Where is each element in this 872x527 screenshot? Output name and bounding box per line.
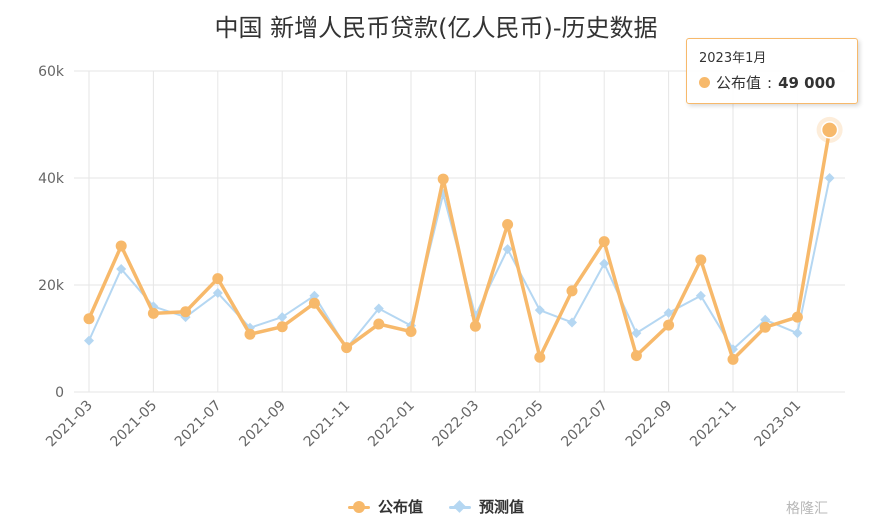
point-published <box>566 285 578 297</box>
point-published <box>147 307 159 319</box>
legend-swatch-forecast <box>449 499 471 515</box>
point-published <box>115 240 127 252</box>
x-tick-label: 2023-01 <box>752 398 805 451</box>
x-tick-label: 2022-05 <box>494 398 547 451</box>
point-published <box>598 236 610 248</box>
point-forecast <box>631 328 642 339</box>
point-published <box>727 353 739 365</box>
x-tick-label: 2022-03 <box>430 398 483 451</box>
x-tick-label: 2022-07 <box>558 398 611 451</box>
point-forecast <box>116 263 127 274</box>
legend-label-published: 公布值 <box>377 498 423 516</box>
point-published <box>630 350 642 362</box>
point-published <box>695 254 707 266</box>
data-tooltip: 2023年1月 公布值: 49 000 <box>686 38 858 104</box>
legend-item-forecast[interactable]: 预测值 <box>449 496 524 517</box>
point-published <box>212 273 224 285</box>
tooltip-value: 49 000 <box>778 73 836 92</box>
chart-title: 中国 新增人民币贷款(亿人民币)-历史数据 <box>214 14 658 42</box>
watermark-logo: 格隆汇 <box>786 501 828 517</box>
tooltip-date: 2023年1月 <box>699 51 767 66</box>
series-layer <box>83 116 843 365</box>
point-published <box>405 326 417 338</box>
point-forecast <box>309 290 320 301</box>
x-tick-label: 2021-09 <box>236 398 289 451</box>
x-tick-label: 2021-11 <box>301 398 354 451</box>
series-line-forecast <box>88 177 831 351</box>
tooltip-colon: : <box>767 73 773 92</box>
y-tick-label: 60k <box>38 64 65 80</box>
point-forecast <box>567 317 577 328</box>
point-forecast <box>277 312 288 323</box>
point-forecast <box>792 328 803 339</box>
point-forecast <box>824 173 835 183</box>
point-forecast <box>599 258 610 269</box>
hover-point <box>820 121 839 139</box>
x-tick-label: 2022-09 <box>623 398 676 451</box>
point-forecast <box>695 290 706 301</box>
y-tick-label: 0 <box>55 385 64 401</box>
tooltip-series-dot <box>699 77 710 88</box>
point-forecast <box>373 303 384 314</box>
point-published <box>534 351 546 363</box>
point-published <box>341 342 353 354</box>
point-published <box>502 219 514 231</box>
point-forecast <box>502 244 513 255</box>
x-tick-label: 2022-01 <box>365 398 418 451</box>
x-tick-label: 2021-07 <box>172 398 225 451</box>
legend-label-forecast: 预测值 <box>479 498 525 516</box>
y-tick-label: 40k <box>38 171 65 187</box>
x-tick-label: 2022-11 <box>687 398 740 451</box>
point-forecast <box>84 335 94 346</box>
tooltip-row: 公布值: 49 000 <box>699 72 845 93</box>
series-line-published <box>87 129 832 362</box>
point-published <box>83 313 95 325</box>
point-published <box>759 321 771 333</box>
point-forecast <box>534 305 545 316</box>
tooltip-series-name: 公布值 <box>716 74 762 92</box>
point-published <box>437 173 449 185</box>
legend-swatch-published <box>347 499 370 515</box>
y-tick-label: 20k <box>38 278 65 294</box>
chart-legend: 公布值 预测值 <box>0 496 872 517</box>
point-published <box>663 319 675 331</box>
point-published <box>791 311 803 323</box>
point-published <box>469 320 481 332</box>
legend-item-published[interactable]: 公布值 <box>347 496 423 517</box>
point-forecast <box>760 314 771 325</box>
point-published <box>276 321 288 333</box>
point-forecast <box>212 288 223 299</box>
point-published <box>373 318 385 330</box>
point-published <box>180 306 192 318</box>
x-tick-label: 2021-05 <box>108 398 161 451</box>
grid-layer <box>74 70 845 393</box>
point-published <box>244 328 256 340</box>
point-published <box>308 297 320 309</box>
x-tick-label: 2021-03 <box>43 398 96 451</box>
point-forecast <box>663 307 674 318</box>
